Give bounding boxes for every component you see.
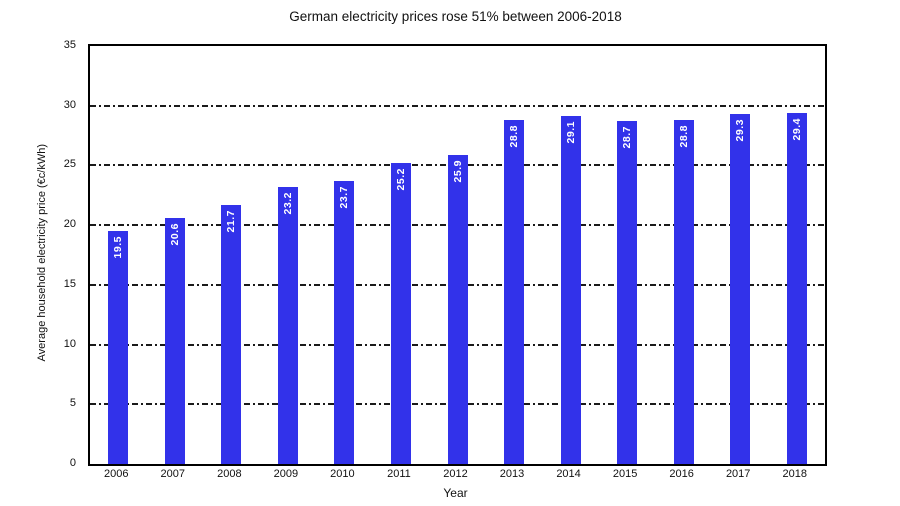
y-tick-label: 25	[63, 158, 76, 171]
y-tick-label: 5	[69, 397, 76, 410]
bar-value-label: 19.5	[112, 236, 125, 259]
x-tick-label: 2010	[330, 468, 355, 480]
bar-2014: 29.1	[560, 116, 581, 464]
bar-value-label: 29.3	[734, 119, 747, 142]
y-tick-label: 20	[63, 218, 76, 231]
y-tick-label: 35	[63, 39, 76, 51]
x-tick-label: 2018	[782, 468, 807, 480]
bar-value-label: 29.1	[564, 121, 577, 144]
bar-label-wrap: 28.8	[674, 120, 694, 464]
x-tick-label: 2013	[499, 468, 525, 480]
bar-value-label: 25.2	[394, 168, 407, 191]
x-tick-label: 2011	[387, 468, 411, 480]
bar-value-label: 29.4	[790, 117, 803, 141]
x-tick-label: 2007	[160, 468, 186, 480]
bar-value-label: 20.6	[168, 222, 181, 246]
bar-2007: 20.6	[164, 217, 185, 464]
bar-value-label: 28.7	[621, 126, 634, 149]
bar-2010: 23.7	[334, 180, 355, 464]
bar-label-wrap: 25.9	[448, 155, 468, 464]
bar-label-wrap: 23.7	[334, 181, 354, 464]
x-axis-title: Year	[443, 486, 468, 500]
bar-value-label: 21.7	[225, 209, 238, 233]
x-tick-label: 2012	[443, 468, 468, 480]
bar-label-wrap: 29.4	[787, 113, 807, 464]
bar-2017: 29.3	[730, 114, 751, 464]
x-tick-label: 2008	[217, 468, 242, 480]
y-tick-label: 15	[63, 277, 76, 290]
bar-label-wrap: 20.6	[165, 218, 185, 464]
bar-label-wrap: 23.2	[278, 187, 298, 464]
bar-2016: 28.8	[673, 120, 694, 464]
x-tick-label: 2016	[669, 468, 694, 480]
chart-title: German electricity prices rose 51% betwe…	[289, 9, 622, 24]
x-axis-tick-labels: 2006 2007 2008 2009 2010 2011 2012 2013 2014 2015…	[88, 468, 823, 484]
x-tick-label: 2017	[725, 468, 751, 480]
bar-2013: 28.8	[504, 120, 525, 464]
x-tick-label: 2014	[556, 468, 581, 480]
bar-2018: 29.4	[786, 112, 807, 464]
bar-value-label: 23.7	[338, 185, 351, 209]
bar-value-label: 23.2	[281, 191, 294, 215]
bar-2006: 19.5	[108, 231, 129, 464]
bar-label-wrap: 28.8	[504, 120, 524, 464]
y-axis-tick-labels: 0 5 10 15 20 25 30 35	[40, 39, 82, 469]
x-tick-label: 2015	[612, 468, 638, 480]
bar-2008: 21.7	[221, 204, 242, 464]
bar-value-label: 28.8	[677, 125, 690, 148]
bar-2012: 25.9	[447, 154, 468, 464]
y-tick-label: 10	[63, 337, 76, 350]
bar-label-wrap: 28.7	[617, 121, 637, 464]
plot-area: 19.5 20.6 21.7 23.2 23.7 25.2 25.9 28.8 29.1 28.7…	[88, 44, 827, 466]
bar-label-wrap: 19.5	[108, 231, 128, 464]
bar-value-label: 28.8	[508, 125, 521, 148]
bar-2015: 28.7	[617, 121, 638, 464]
bar-label-wrap: 29.1	[561, 116, 581, 464]
bar-label-wrap: 21.7	[221, 205, 241, 464]
y-tick-label: 30	[63, 98, 76, 111]
gridline	[90, 104, 825, 107]
x-tick-label: 2009	[273, 468, 299, 480]
x-tick-label: 2006	[104, 468, 129, 480]
bar-label-wrap: 25.2	[391, 163, 411, 464]
bar-label-wrap: 29.3	[730, 114, 750, 464]
bar-value-label: 25.9	[451, 159, 464, 183]
bar-2011: 25.2	[390, 163, 411, 464]
y-tick-label: 0	[69, 457, 76, 469]
bar-2009: 23.2	[277, 186, 298, 464]
